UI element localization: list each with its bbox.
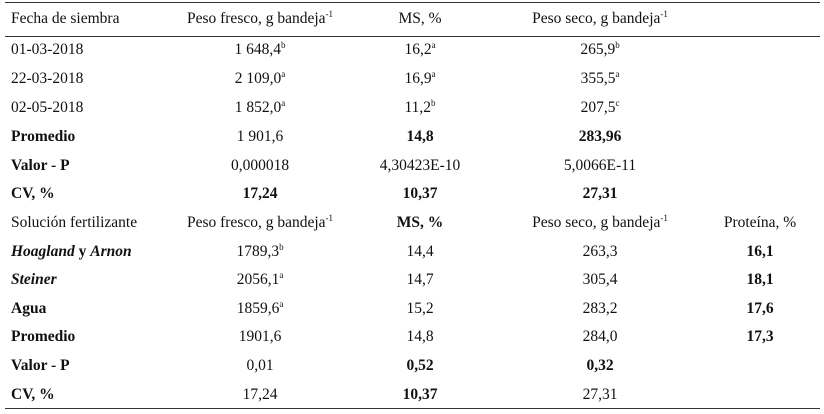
table-row: 02-05-2018 1 852,0a 11,2b 207,5c — [11, 98, 620, 117]
header-dry-matter: MS, % — [398, 10, 442, 27]
header-dry-matter: MS, % — [396, 214, 444, 231]
header-fertilizer-solution: Solución fertilizante — [11, 214, 138, 231]
table-row: Agua 1859,6a 15,2 283,2 17,6 — [11, 299, 774, 318]
header-row-sowing-date: Fecha de siembra Peso fresco, g bandeja-… — [5, 5, 820, 33]
header-fresh-weight: Peso fresco, g bandeja-1 — [186, 213, 334, 232]
table-row-cv: CV, % 17,24 10,37 27,31 — [11, 185, 618, 202]
table-row-p-value: Valor - P 0,000018 4,30423E-10 5,0066E-1… — [11, 157, 637, 174]
row-label-hoagland-arnon: Hoagland y Arnon — [11, 243, 132, 260]
header-row-fertilizer: Solución fertilizante Peso fresco, g ban… — [5, 209, 820, 237]
table-row: Hoagland y Arnon 1789,3b 14,4 263,3 16,1 — [5, 238, 820, 266]
header-sowing-date: Fecha de siembra — [11, 10, 120, 27]
table-bottom-rule — [5, 408, 820, 409]
header-protein: Proteína, % — [723, 214, 797, 231]
table-row-cv: CV, % 17,24 10,37 27,31 — [11, 386, 618, 403]
table-row: 01-03-2018 1 648,4b 16,2a 265,9b — [11, 40, 620, 59]
table-row-average: Promedio 1 901,6 14,8 283,96 — [11, 128, 622, 145]
table-row: Steiner 2056,1a 14,7 305,4 18,1 — [11, 270, 774, 289]
table-row: 22-03-2018 2 109,0a 16,9a 355,5a — [11, 69, 620, 88]
table-row-p-value: Valor - P 0,01 0,52 0,32 — [11, 357, 614, 374]
table-row-average: Promedio 1901,6 14,8 284,0 17,3 — [11, 328, 774, 345]
header-dry-weight: Peso seco, g bandeja-1 — [532, 213, 668, 232]
header-dry-weight: Peso seco, g bandeja-1 — [532, 9, 668, 28]
header-fresh-weight: Peso fresco, g bandeja-1 — [186, 9, 334, 28]
table-top-rule — [5, 2, 820, 3]
header-rule — [5, 36, 820, 37]
